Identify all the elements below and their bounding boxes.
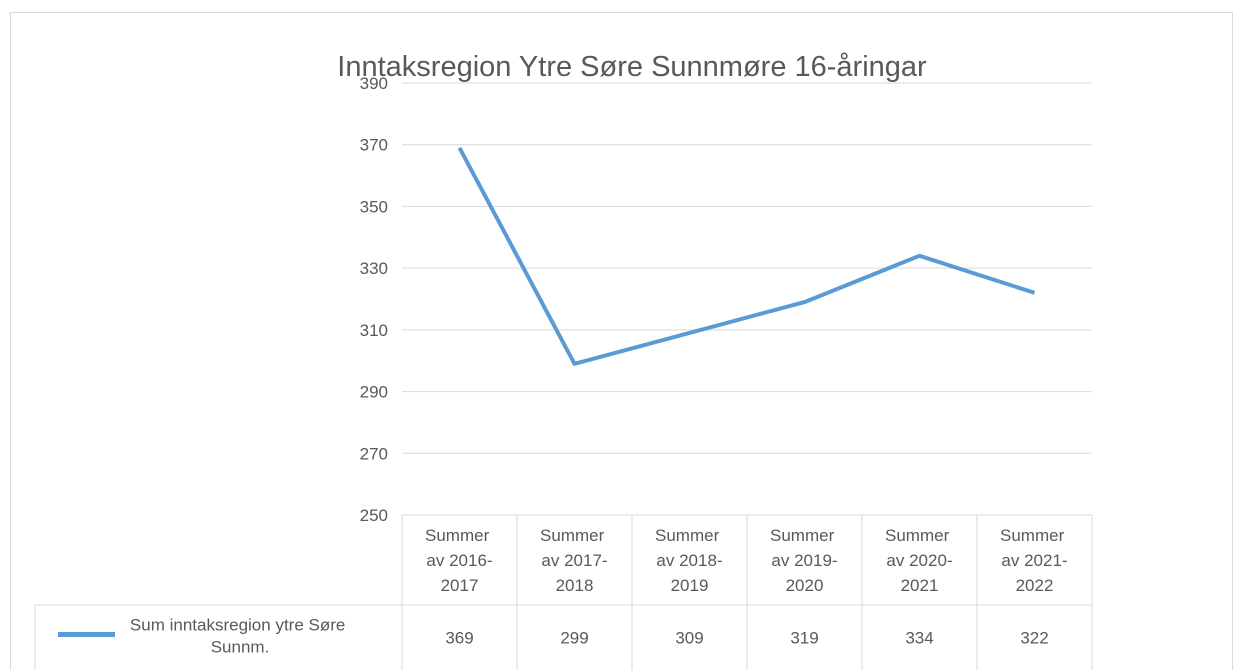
table-value: 322 — [1020, 629, 1048, 648]
y-tick-label: 290 — [360, 383, 388, 402]
series-line — [457, 146, 1036, 366]
y-tick-label: 310 — [360, 321, 388, 340]
x-tick-label: Summer av 2020-2021 — [885, 526, 954, 595]
table-value: 309 — [675, 629, 703, 648]
chart-title: Inntaksregion Ytre Søre Sunnmøre 16-årin… — [337, 51, 927, 83]
x-tick-label: Summer av 2018-2019 — [655, 526, 724, 595]
y-tick-label: 250 — [360, 506, 388, 525]
y-tick-label: 350 — [360, 197, 388, 216]
y-tick-label: 330 — [360, 259, 388, 278]
y-tick-label: 390 — [360, 74, 388, 93]
table-value: 299 — [560, 629, 588, 648]
y-tick-label: 270 — [360, 444, 388, 463]
table-value: 369 — [445, 629, 473, 648]
x-tick-label: Summer av 2017-2018 — [540, 526, 609, 595]
chart-area — [10, 12, 1233, 670]
x-tick-label: Summer av 2019-2020 — [770, 526, 839, 595]
table-value: 334 — [905, 629, 933, 648]
x-tick-label: Summer av 2016-2017 — [425, 526, 494, 595]
x-tick-label: Summer av 2021-2022 — [1000, 526, 1069, 595]
legend-label: Sum inntaksregion ytre Søre Sunnm. — [130, 616, 350, 657]
table-value: 319 — [790, 629, 818, 648]
y-tick-label: 370 — [360, 136, 388, 155]
